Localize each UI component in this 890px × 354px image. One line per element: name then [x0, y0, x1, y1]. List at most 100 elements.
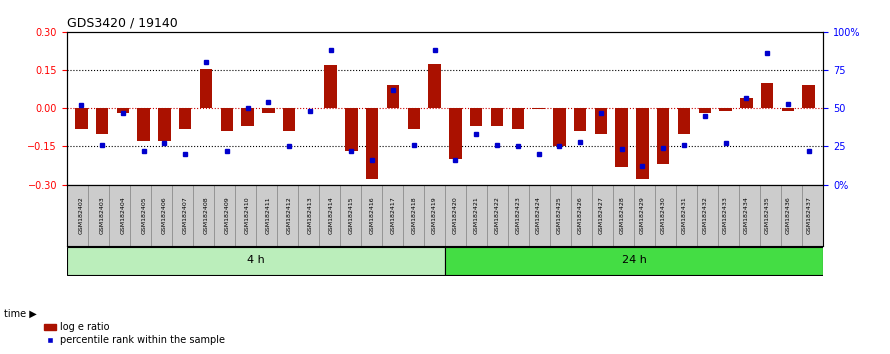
- Text: GSM182409: GSM182409: [224, 196, 230, 234]
- Bar: [615, 108, 627, 167]
- Bar: [532, 108, 545, 109]
- Text: GSM182417: GSM182417: [391, 196, 395, 234]
- Bar: [277, 184, 298, 246]
- Bar: [636, 108, 649, 179]
- Text: GSM182420: GSM182420: [453, 196, 457, 234]
- Text: GSM182430: GSM182430: [660, 196, 666, 234]
- Bar: [719, 108, 732, 111]
- Bar: [241, 108, 254, 126]
- Text: GSM182435: GSM182435: [765, 196, 770, 234]
- Text: GSM182403: GSM182403: [100, 196, 105, 234]
- Text: GSM182433: GSM182433: [723, 196, 728, 234]
- Text: GSM182415: GSM182415: [349, 196, 354, 234]
- Bar: [466, 184, 487, 246]
- Text: GSM182426: GSM182426: [578, 196, 583, 234]
- Text: GSM182407: GSM182407: [182, 196, 188, 234]
- Text: time ▶: time ▶: [4, 308, 37, 318]
- Bar: [678, 108, 691, 134]
- Bar: [802, 184, 823, 246]
- Bar: [137, 108, 150, 141]
- Bar: [445, 184, 466, 246]
- Bar: [487, 184, 508, 246]
- Text: GSM182408: GSM182408: [204, 196, 208, 234]
- Text: GDS3420 / 19140: GDS3420 / 19140: [67, 16, 177, 29]
- Text: GSM182419: GSM182419: [433, 196, 437, 234]
- Bar: [760, 184, 781, 246]
- Text: GSM182405: GSM182405: [142, 196, 146, 234]
- Bar: [424, 184, 445, 246]
- Bar: [263, 108, 275, 113]
- Bar: [697, 184, 718, 246]
- Text: GSM182428: GSM182428: [619, 196, 624, 234]
- Bar: [781, 108, 794, 111]
- Bar: [676, 184, 697, 246]
- Bar: [740, 98, 753, 108]
- Text: GSM182432: GSM182432: [702, 196, 708, 234]
- Text: GSM182422: GSM182422: [495, 196, 499, 234]
- Text: GSM182412: GSM182412: [287, 196, 292, 234]
- Bar: [150, 184, 172, 246]
- Bar: [718, 184, 740, 246]
- Bar: [574, 108, 587, 131]
- Bar: [221, 108, 233, 131]
- Bar: [75, 108, 87, 129]
- Bar: [761, 83, 773, 108]
- Bar: [403, 184, 424, 246]
- Bar: [179, 108, 191, 129]
- Bar: [319, 184, 340, 246]
- Text: GSM182436: GSM182436: [785, 196, 790, 234]
- Bar: [634, 184, 655, 246]
- Bar: [595, 108, 607, 134]
- Bar: [96, 108, 109, 134]
- Text: 24 h: 24 h: [622, 255, 646, 265]
- Bar: [529, 184, 550, 246]
- Bar: [283, 108, 295, 131]
- Bar: [387, 85, 400, 108]
- Bar: [508, 184, 529, 246]
- Bar: [214, 184, 235, 246]
- Bar: [571, 184, 592, 246]
- Text: GSM182418: GSM182418: [411, 196, 417, 234]
- Bar: [781, 184, 802, 246]
- Bar: [490, 108, 503, 126]
- Bar: [657, 108, 669, 164]
- Text: GSM182427: GSM182427: [598, 196, 603, 234]
- Bar: [613, 184, 634, 246]
- Text: GSM182434: GSM182434: [744, 196, 748, 234]
- Bar: [512, 108, 524, 129]
- Bar: [325, 65, 337, 108]
- Bar: [408, 108, 420, 129]
- Bar: [655, 184, 676, 246]
- Bar: [130, 184, 150, 246]
- Bar: [592, 184, 613, 246]
- Bar: [803, 85, 815, 108]
- Text: GSM182414: GSM182414: [328, 196, 333, 234]
- Text: GSM182425: GSM182425: [557, 196, 562, 234]
- Bar: [449, 108, 462, 159]
- Text: GSM182411: GSM182411: [266, 196, 271, 234]
- Bar: [256, 184, 277, 246]
- Bar: [470, 108, 482, 126]
- Text: GSM182437: GSM182437: [806, 196, 811, 234]
- Text: GSM182416: GSM182416: [369, 196, 375, 234]
- Text: GSM182424: GSM182424: [536, 196, 541, 234]
- Bar: [553, 108, 565, 146]
- Bar: [158, 108, 171, 141]
- Bar: [345, 108, 358, 152]
- Bar: [235, 184, 256, 246]
- Text: 4 h: 4 h: [247, 255, 264, 265]
- Bar: [172, 184, 193, 246]
- Text: GSM182413: GSM182413: [307, 196, 312, 234]
- Bar: [550, 184, 571, 246]
- Legend: log e ratio, percentile rank within the sample: log e ratio, percentile rank within the …: [40, 319, 229, 349]
- Bar: [740, 184, 760, 246]
- Bar: [340, 184, 361, 246]
- Bar: [199, 69, 212, 108]
- Text: GSM182429: GSM182429: [640, 196, 645, 234]
- Bar: [67, 184, 88, 246]
- Bar: [67, 247, 445, 275]
- Text: GSM182410: GSM182410: [245, 196, 250, 234]
- Text: GSM182431: GSM182431: [682, 196, 686, 234]
- Bar: [117, 108, 129, 113]
- Bar: [445, 247, 823, 275]
